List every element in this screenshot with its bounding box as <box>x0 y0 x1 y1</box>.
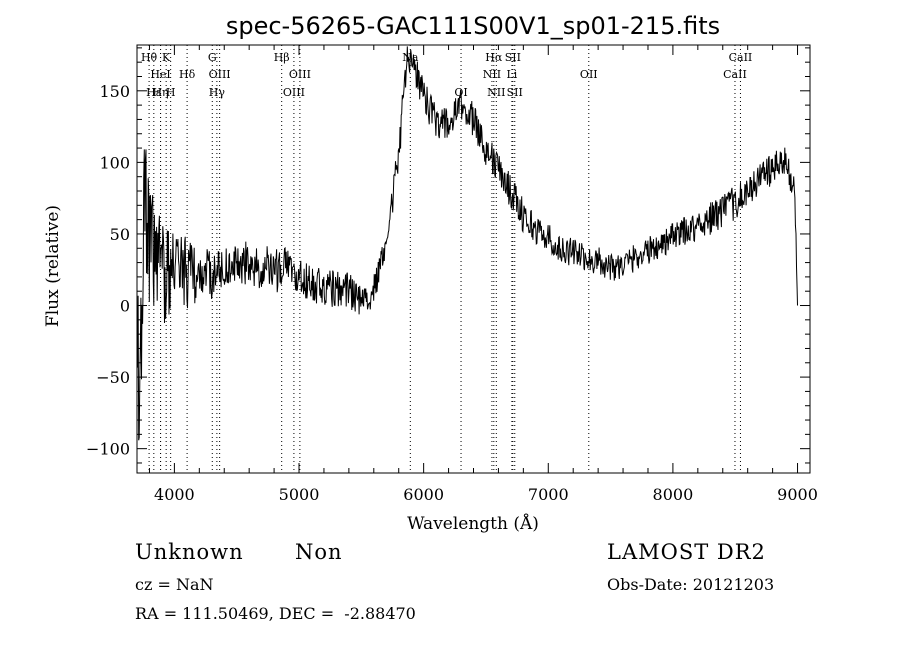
object-subclass: Non <box>295 540 343 564</box>
y-axis-label: Flux (relative) <box>43 205 63 327</box>
emission-line-label: K <box>162 51 171 64</box>
emission-line-label: G <box>208 51 217 64</box>
object-class: Unknown <box>135 540 244 564</box>
coordinates-label: RA = 111.50469, DEC = -2.88470 <box>135 604 416 623</box>
emission-line-label: CaII <box>723 68 747 81</box>
obs-date-label: Obs-Date: 20121203 <box>607 575 775 594</box>
x-tick-label: 9000 <box>777 485 818 504</box>
emission-line-label: Hη <box>152 86 168 99</box>
y-tick-label: 50 <box>110 225 130 244</box>
redshift-label: cz = NaN <box>135 575 214 594</box>
emission-line-label: NII <box>483 68 501 81</box>
survey-label: LAMOST DR2 <box>607 540 766 564</box>
emission-line-label: Hα <box>485 51 503 64</box>
emission-line-label: OIII <box>289 68 311 81</box>
emission-line-label: H <box>166 86 176 99</box>
emission-line-label: Hγ <box>209 86 226 99</box>
emission-line-label: Hθ <box>141 51 158 64</box>
spectrum-chart: spec-56265-GAC111S00V1_sp01-215.fits Hθ K… <box>43 12 818 534</box>
x-tick-label: 6000 <box>403 485 444 504</box>
y-tick-label: −50 <box>96 368 130 387</box>
emission-line-label: Hδ <box>179 68 196 81</box>
emission-line-label: Hε <box>146 86 162 99</box>
emission-line-label: NII <box>487 86 505 99</box>
emission-line-label: Li <box>506 68 517 81</box>
x-tick-label: 4000 <box>154 485 195 504</box>
emission-line-label: HeI <box>150 68 170 81</box>
axis-ticks: 4000 5000 6000 7000 8000 9000 −100 −50 0 50 100 150 <box>86 45 818 504</box>
x-tick-label: 8000 <box>653 485 694 504</box>
emission-line-label: SII <box>505 51 521 64</box>
emission-line-label: CaII <box>729 51 753 64</box>
y-tick-label: −100 <box>86 440 130 459</box>
emission-line-label: SII <box>507 86 523 99</box>
spectrum-line <box>136 46 798 441</box>
chart-title: spec-56265-GAC111S00V1_sp01-215.fits <box>226 12 720 40</box>
x-tick-label: 5000 <box>279 485 320 504</box>
y-tick-label: 0 <box>120 297 130 316</box>
y-tick-label: 100 <box>99 153 130 172</box>
emission-line-label: OIII <box>283 86 305 99</box>
emission-line-label: Hβ <box>274 51 290 64</box>
x-axis-label: Wavelength (Å) <box>407 513 539 534</box>
emission-line-label: OII <box>580 68 598 81</box>
emission-line-label: OIII <box>209 68 231 81</box>
x-tick-label: 7000 <box>528 485 569 504</box>
y-tick-label: 150 <box>99 82 130 101</box>
